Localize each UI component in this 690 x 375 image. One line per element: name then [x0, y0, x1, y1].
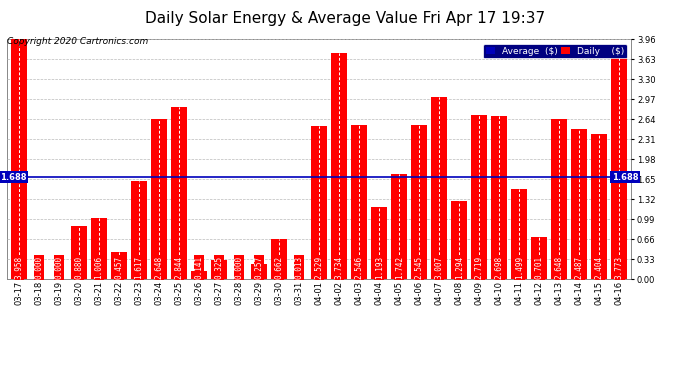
Text: 2.648: 2.648: [155, 256, 164, 279]
Bar: [591, 134, 607, 279]
Text: 2.844: 2.844: [175, 256, 184, 279]
Text: 2.487: 2.487: [575, 256, 584, 279]
Text: Daily Solar Energy & Average Value Fri Apr 17 19:37: Daily Solar Energy & Average Value Fri A…: [145, 11, 545, 26]
Bar: [251, 264, 267, 279]
Text: 0.457: 0.457: [115, 256, 124, 279]
Bar: [611, 51, 627, 279]
Bar: [471, 115, 487, 279]
Bar: [371, 207, 387, 279]
Bar: [311, 126, 327, 279]
Text: 0.701: 0.701: [535, 256, 544, 279]
Text: 0.000: 0.000: [235, 256, 244, 279]
Text: 3.773: 3.773: [615, 256, 624, 279]
Text: 0.662: 0.662: [275, 256, 284, 279]
Text: 3.958: 3.958: [14, 256, 23, 279]
Bar: [331, 53, 347, 279]
Bar: [431, 97, 447, 279]
Text: 0.141: 0.141: [195, 256, 204, 279]
Bar: [11, 39, 27, 279]
Text: 2.529: 2.529: [315, 256, 324, 279]
Text: 0.257: 0.257: [255, 256, 264, 279]
Text: 1.193: 1.193: [375, 256, 384, 279]
Text: Copyright 2020 Cartronics.com: Copyright 2020 Cartronics.com: [7, 38, 148, 46]
Bar: [451, 201, 467, 279]
Bar: [411, 125, 427, 279]
Bar: [171, 107, 187, 279]
Text: 1.006: 1.006: [95, 256, 103, 279]
Text: 0.000: 0.000: [55, 256, 63, 279]
Text: 2.648: 2.648: [555, 256, 564, 279]
Bar: [351, 125, 367, 279]
Text: 2.545: 2.545: [415, 256, 424, 279]
Text: 1.617: 1.617: [135, 256, 144, 279]
Bar: [491, 116, 507, 279]
Text: 0.000: 0.000: [34, 256, 43, 279]
Text: 3.734: 3.734: [335, 256, 344, 279]
Bar: [71, 226, 87, 279]
Bar: [191, 271, 207, 279]
Text: 0.325: 0.325: [215, 256, 224, 279]
Text: 1.294: 1.294: [455, 256, 464, 279]
Text: 1.688: 1.688: [0, 172, 26, 182]
Text: 1.499: 1.499: [515, 256, 524, 279]
Bar: [211, 260, 227, 279]
Text: 2.719: 2.719: [475, 256, 484, 279]
Legend: Average  ($), Daily    ($): Average ($), Daily ($): [483, 44, 627, 58]
Text: 0.013: 0.013: [295, 256, 304, 279]
Text: 1.742: 1.742: [395, 256, 404, 279]
Bar: [571, 129, 587, 279]
Text: 2.698: 2.698: [495, 256, 504, 279]
Bar: [151, 119, 167, 279]
Text: 2.404: 2.404: [595, 256, 604, 279]
Text: 3.007: 3.007: [435, 256, 444, 279]
Bar: [91, 218, 107, 279]
Bar: [131, 182, 147, 279]
Text: 2.546: 2.546: [355, 256, 364, 279]
Bar: [111, 252, 127, 279]
Bar: [391, 174, 407, 279]
Bar: [271, 239, 287, 279]
Bar: [531, 237, 547, 279]
Bar: [551, 119, 567, 279]
Bar: [511, 189, 527, 279]
Text: 1.688: 1.688: [612, 172, 639, 182]
Text: 0.880: 0.880: [75, 256, 83, 279]
